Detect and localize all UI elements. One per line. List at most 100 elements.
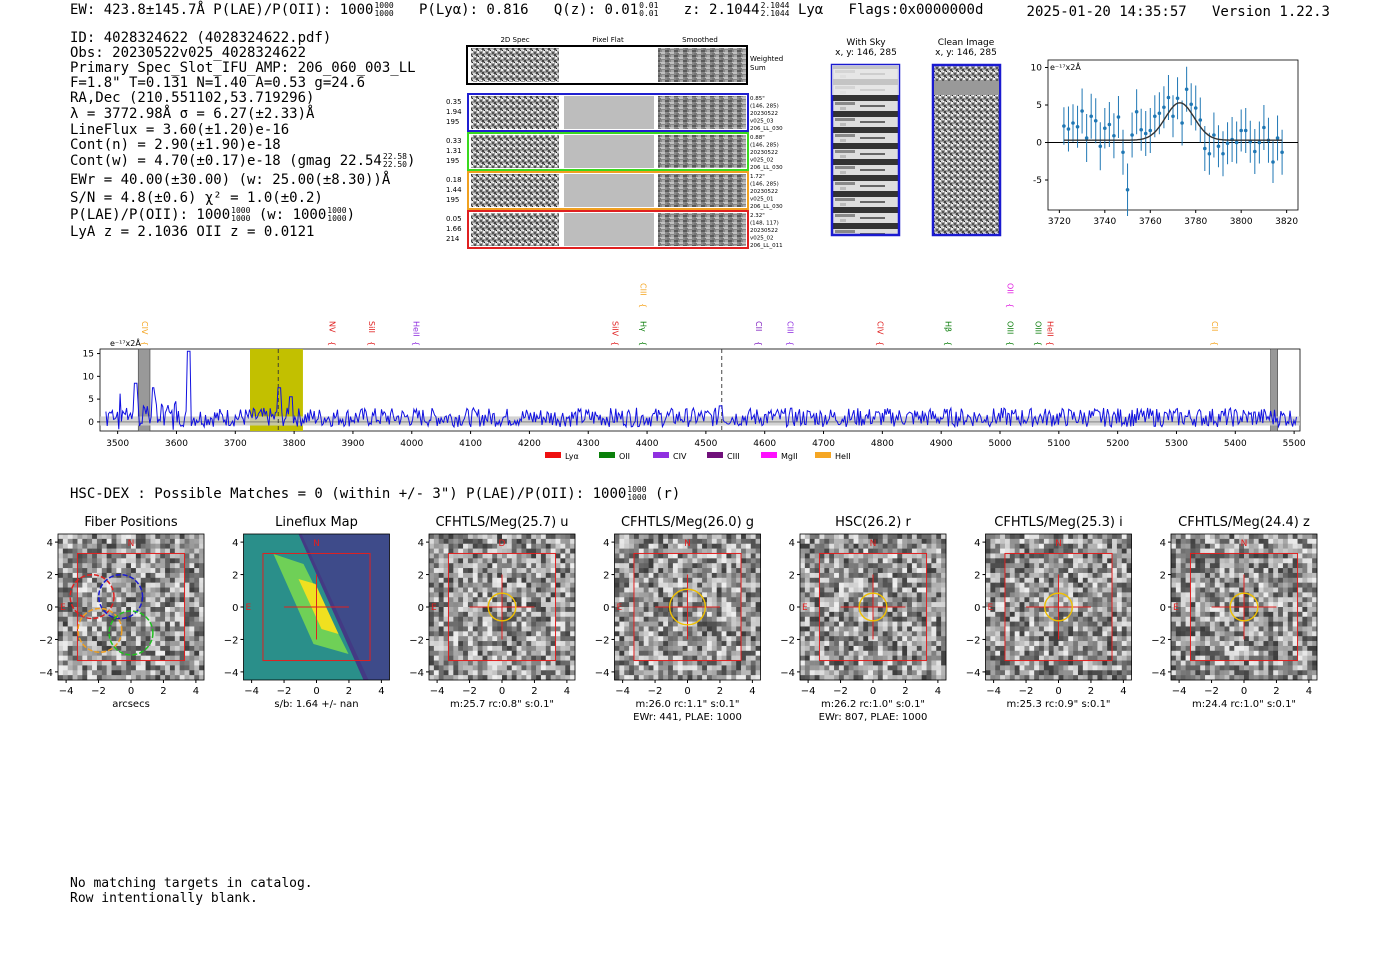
pixel [716,655,722,661]
pixel [736,631,742,637]
pixel [755,655,761,661]
pixel [1102,660,1108,666]
pixel [472,563,478,569]
pixel [92,553,98,559]
panel-image [985,534,1132,681]
pixel [448,665,454,671]
pixel [516,611,522,618]
pixel [931,597,937,603]
pixel [1019,641,1025,647]
pixel [882,607,888,613]
pixel [921,636,927,642]
pixel [1000,621,1006,627]
pixel [995,616,1001,622]
pixel [516,665,522,671]
pixel [131,602,137,608]
pixel [829,572,835,579]
pixel [1102,670,1108,676]
pixel [907,592,913,598]
pixel [829,616,835,622]
pixel [87,548,93,554]
pixel [516,655,522,661]
pixel [497,548,503,554]
pixel [911,607,918,613]
pixel [814,548,820,554]
pixel [116,645,122,652]
pixel [916,626,922,632]
pixel [463,636,469,642]
pixel [1068,626,1074,632]
pixel [1077,607,1084,613]
pixel [463,558,469,564]
pixel [706,636,713,642]
pixel [711,641,717,647]
pixel [453,607,459,613]
pixel [1004,582,1011,588]
pixel [692,548,698,554]
pixel [1014,572,1020,579]
pixel [800,563,806,569]
pixel [194,645,200,652]
pixel [492,558,498,564]
pixel [199,602,205,608]
pixel [990,675,996,681]
pixel [726,582,732,588]
pixel [931,655,937,661]
pixel [926,670,932,676]
pixel [1043,548,1050,554]
pixel [1126,626,1132,632]
pixel [116,660,122,666]
pixel [1009,670,1015,676]
pixel [570,548,576,554]
pixel [111,650,117,656]
pixel [921,665,927,671]
pixel [687,543,693,549]
pixel [907,670,913,676]
pixel [838,611,845,618]
pixel [1102,592,1108,598]
pixel [1087,660,1093,666]
pixel [497,626,503,632]
pixel [92,558,98,564]
pixel [1073,543,1079,549]
pixel [1053,577,1059,583]
pixel [511,602,517,608]
pixel [165,616,171,622]
pixel [1116,563,1123,569]
pixel [672,660,679,666]
pixel [814,621,820,627]
panel-ytick-label: −2 [595,635,610,646]
pixel [677,670,683,676]
pixel [145,670,151,676]
pixel [565,577,571,583]
pixel [653,602,659,608]
pixel [550,655,556,661]
pixel [570,621,576,627]
pixel [165,587,171,593]
pixel [843,568,849,574]
pixel [487,650,493,656]
pixel [536,611,542,618]
pixel [570,626,576,632]
pixel [458,675,464,681]
pixel [111,660,117,666]
pixel [814,572,820,579]
pixel [853,543,859,549]
pixel [1004,587,1011,593]
pixel [62,616,69,622]
pixel [433,538,440,545]
pixel [487,563,493,569]
pixel [843,563,849,569]
pixel [179,538,185,545]
fit-point [1084,136,1089,140]
pixel [492,655,498,661]
pixel [853,636,859,642]
pixel [633,553,640,559]
pixel [633,597,640,603]
pixel [165,534,171,540]
pixel [1097,568,1103,574]
pixel [521,597,527,603]
pixel [145,582,151,588]
pixel [863,597,869,603]
pixel [931,534,937,540]
